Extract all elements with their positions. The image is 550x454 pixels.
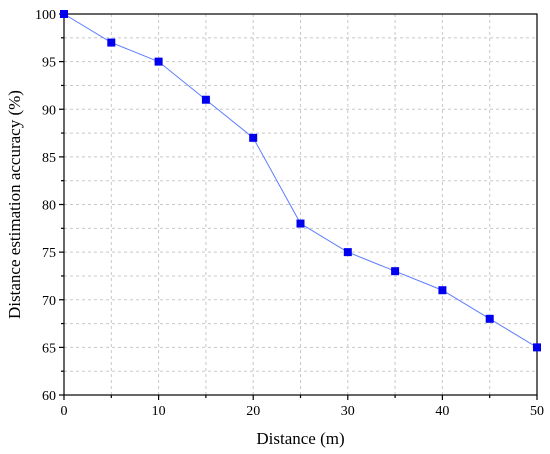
data-point-marker	[391, 267, 400, 276]
data-point-marker	[154, 57, 163, 66]
y-tick-label: 60	[42, 389, 56, 404]
y-tick-label: 75	[42, 246, 56, 261]
data-point-marker	[438, 286, 447, 295]
x-axis-title: Distance (m)	[256, 429, 344, 448]
data-point-marker	[533, 343, 541, 352]
y-tick-label: 80	[42, 199, 56, 214]
y-tick-label: 90	[42, 103, 56, 118]
x-axis-ticks: 0 10 20 30 40 50	[61, 395, 544, 419]
y-tick-label: 65	[42, 341, 56, 356]
data-point-marker	[296, 219, 305, 228]
data-point-marker	[343, 248, 352, 257]
data-point-marker	[249, 133, 258, 142]
data-point-marker	[485, 314, 494, 323]
data-point-marker	[201, 95, 210, 104]
x-tick-label: 40	[435, 404, 449, 419]
y-tick-label: 85	[42, 151, 56, 166]
y-tick-label: 95	[42, 56, 56, 71]
x-tick-label: 50	[530, 404, 544, 419]
y-axis-title: Distance estimation accuracy (%)	[5, 90, 24, 319]
y-tick-label: 70	[42, 294, 56, 309]
x-tick-label: 0	[61, 404, 68, 419]
series	[60, 10, 541, 352]
data-point-marker	[60, 10, 68, 18]
data-point-marker	[107, 38, 116, 47]
x-tick-label: 10	[152, 404, 166, 419]
y-tick-label: 100	[35, 8, 56, 23]
x-tick-label: 20	[246, 404, 260, 419]
y-axis-ticks: 60 65 70 75 80 85 90 95 100	[35, 8, 64, 404]
x-tick-label: 30	[341, 404, 355, 419]
grid	[64, 14, 537, 395]
